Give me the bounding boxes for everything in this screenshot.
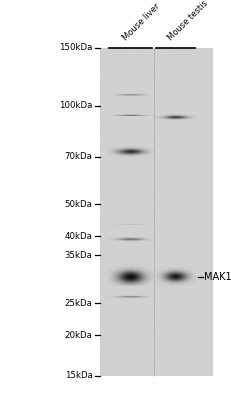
Text: 150kDa: 150kDa: [59, 44, 92, 52]
Text: 50kDa: 50kDa: [64, 200, 92, 209]
Text: 25kDa: 25kDa: [64, 299, 92, 308]
Text: MAK16: MAK16: [204, 272, 231, 282]
Text: 20kDa: 20kDa: [64, 330, 92, 340]
Text: Mouse liver: Mouse liver: [121, 1, 161, 42]
Text: 100kDa: 100kDa: [59, 101, 92, 110]
Text: 70kDa: 70kDa: [64, 152, 92, 161]
Text: 35kDa: 35kDa: [64, 251, 92, 260]
Text: Mouse testis: Mouse testis: [166, 0, 210, 42]
Text: 40kDa: 40kDa: [64, 232, 92, 241]
Text: 15kDa: 15kDa: [64, 372, 92, 380]
